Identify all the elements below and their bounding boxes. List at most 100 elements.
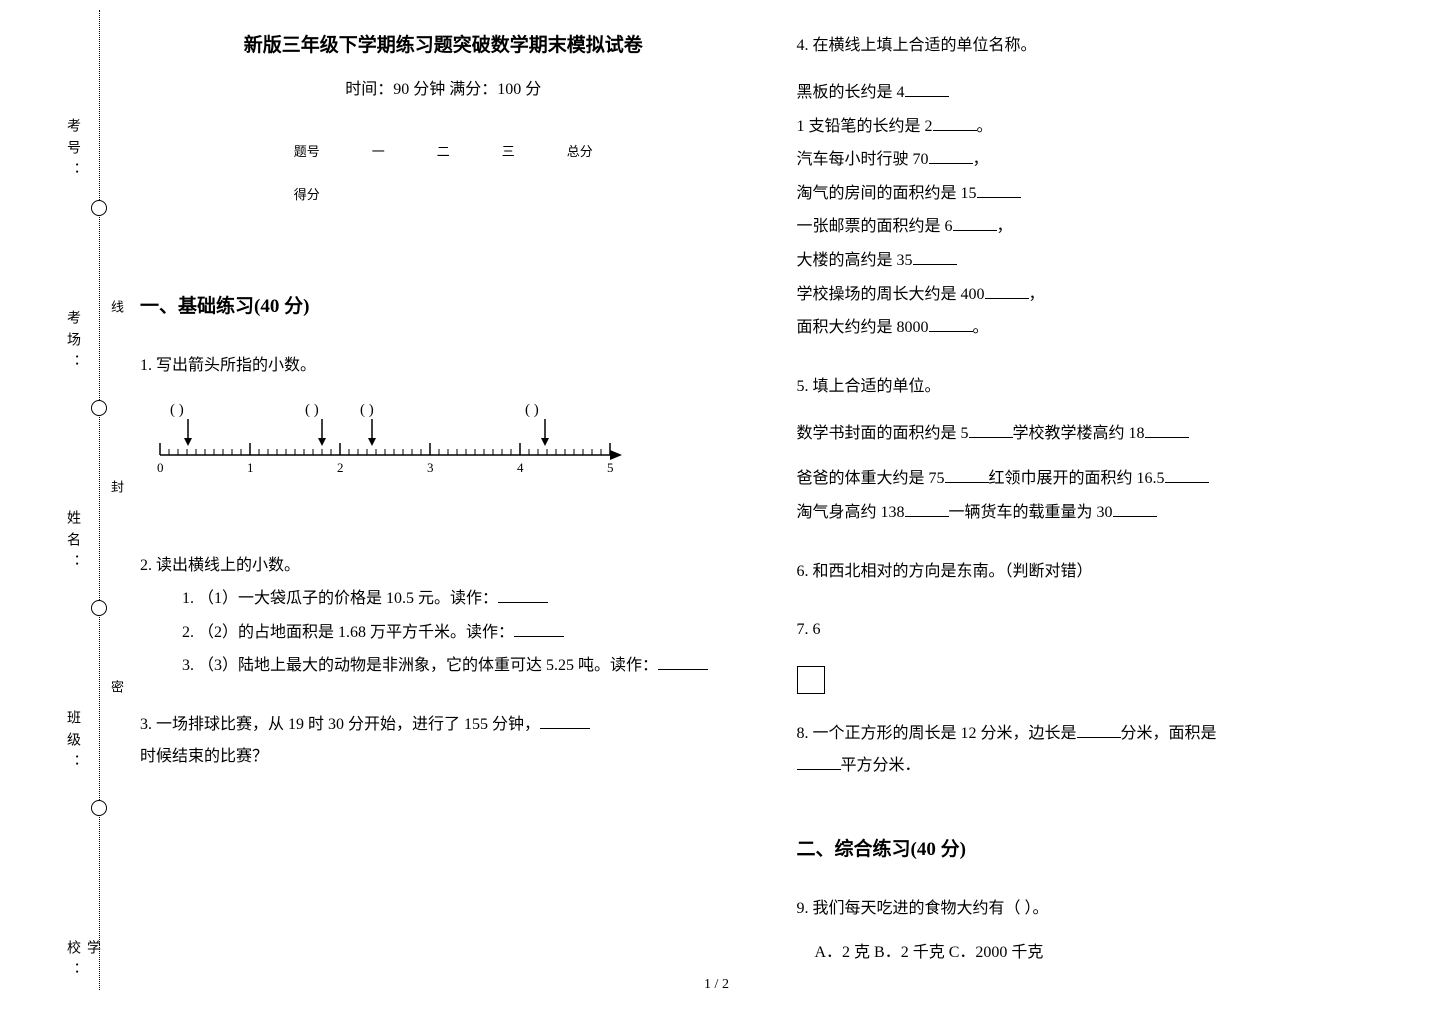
score-label: 得分	[268, 172, 346, 215]
fill-line-item: 1 支铅笔的长约是 2 。	[797, 110, 1404, 144]
question-number: 9.	[797, 900, 809, 917]
fill-blank	[658, 652, 708, 670]
line-text: 大楼的高约是 35	[797, 252, 913, 269]
score-header: 二	[411, 129, 476, 172]
question-text: 和西北相对的方向是东南。（判断对错）	[813, 563, 1093, 580]
fill-blank	[945, 465, 989, 483]
fill-blank	[1165, 465, 1209, 483]
score-cell	[541, 172, 619, 215]
item-text: （1）一大袋瓜子的价格是 10.5 元。读作：	[198, 590, 498, 607]
question-4: 4. 在横线上填上合适的单位名称。 黑板的长约是 4 1 支铅笔的长约是 2。 …	[797, 30, 1404, 345]
suffix: ，	[973, 151, 989, 168]
fill-blank	[969, 420, 1013, 438]
item-text: （2）的占地面积是 1.68 万平方千米。读作：	[198, 624, 514, 641]
tick-label: 1	[247, 460, 254, 475]
question-text: 在横线上填上合适的单位名称。	[813, 37, 1037, 54]
fill-blank	[905, 499, 949, 517]
tick-label: 5	[607, 460, 614, 475]
sub-list: 1. （1）一大袋瓜子的价格是 10.5 元。读作： 2. （2）的占地面积是 …	[140, 582, 747, 683]
question-text: 6	[813, 621, 821, 638]
number-line-diagram: ( ) ( ) ( ) ( )	[150, 400, 747, 488]
fill-blank	[540, 711, 590, 729]
binding-circle	[91, 200, 107, 216]
fill-blank	[1113, 499, 1157, 517]
seal-char: 封	[107, 480, 126, 507]
fill-blank	[933, 113, 977, 131]
question-number: 3.	[140, 716, 152, 733]
tick-label: 3	[427, 460, 434, 475]
question-number: 2.	[140, 557, 152, 574]
score-table: 题号 一 二 三 总分 得分	[268, 129, 619, 215]
item-text: （3）陆地上最大的动物是非洲象，它的体重可达 5.25 吨。读作：	[198, 657, 658, 674]
fill-line-item: 学校操场的周长大约是 400，	[797, 278, 1404, 312]
arrowhead	[184, 438, 192, 446]
fill-blank	[953, 213, 997, 231]
question-text: 填上合适的单位。	[813, 378, 941, 395]
question-number: 8.	[797, 725, 809, 742]
question-number: 5.	[797, 378, 809, 395]
fill-line-item: 汽车每小时行驶 70 ，	[797, 143, 1404, 177]
content-area: 新版三年级下学期练习题突破数学期末模拟试卷 时间：90 分钟 满分：100 分 …	[140, 30, 1403, 995]
fill-blank	[1145, 420, 1189, 438]
question-5: 5. 填上合适的单位。 数学书封面的面积约是 5学校教学楼高约 18 爸爸的体重…	[797, 371, 1404, 530]
paren: ( )	[170, 402, 184, 418]
question-text: 平方分米．	[841, 757, 921, 774]
score-header: 题号	[268, 129, 346, 172]
suffix: 。	[977, 118, 993, 135]
fill-blank	[913, 247, 957, 265]
question-9: 9. 我们每天吃进的食物大约有（ ）。 A．2 克 B．2 千克 C．2000 …	[797, 893, 1404, 969]
fill-blank	[929, 146, 973, 164]
fill-line-item: 面积大约约是 8000 。	[797, 311, 1404, 345]
tick-label: 2	[337, 460, 344, 475]
pair-text: 一辆货车的载重量为 30	[949, 504, 1113, 521]
section-2-heading: 二、综合练习(40 分)	[797, 834, 1404, 861]
section-1-heading: 一、基础练习(40 分)	[140, 291, 747, 318]
question-text: 一场排球比赛，从 19 时 30 分开始，进行了 155 分钟，	[156, 716, 540, 733]
pair-text: 红领巾展开的面积约 16.5	[989, 470, 1165, 487]
right-column: 4. 在横线上填上合适的单位名称。 黑板的长约是 4 1 支铅笔的长约是 2。 …	[797, 30, 1404, 995]
exam-title: 新版三年级下学期练习题突破数学期末模拟试卷	[140, 30, 747, 57]
score-cell	[346, 172, 411, 215]
binding-label-name: 姓名：	[62, 510, 82, 576]
arrowhead	[368, 438, 376, 446]
line-text: 汽车每小时行驶 70	[797, 151, 929, 168]
seal-char: 密	[107, 680, 126, 707]
question-text: 一个正方形的周长是 12 分米，边长是	[813, 725, 1077, 742]
question-number: 1.	[140, 357, 152, 374]
tick-label: 4	[517, 460, 524, 475]
answer-box	[797, 666, 825, 694]
line-text: 1 支铅笔的长约是 2	[797, 118, 933, 135]
left-column: 新版三年级下学期练习题突破数学期末模拟试卷 时间：90 分钟 满分：100 分 …	[140, 30, 747, 995]
fill-blank	[498, 585, 548, 603]
score-header: 一	[346, 129, 411, 172]
fill-blank	[797, 752, 841, 770]
binding-label-school: 学校：	[62, 940, 102, 990]
binding-circle	[91, 600, 107, 616]
fill-pairs: 数学书封面的面积约是 5学校教学楼高约 18 爸爸的体重大约是 75红领巾展开的…	[797, 417, 1404, 530]
suffix: ，	[1029, 286, 1045, 303]
fill-blank	[1077, 720, 1121, 738]
line-text: 面积大约约是 8000	[797, 319, 929, 336]
question-3: 3. 一场排球比赛，从 19 时 30 分开始，进行了 155 分钟， 时候结束…	[140, 709, 747, 773]
item-num: 1.	[182, 590, 194, 607]
line-text: 一张邮票的面积约是 6	[797, 218, 953, 235]
question-7: 7. 6	[797, 614, 1404, 646]
suffix: 。	[973, 319, 989, 336]
question-text: 分米，面积是	[1121, 725, 1217, 742]
dotted-line	[99, 10, 100, 990]
seal-char: 线	[107, 300, 126, 327]
table-row: 得分	[268, 172, 619, 215]
binding-circle	[91, 800, 107, 816]
question-text: 我们每天吃进的食物大约有（ ）。	[813, 900, 1049, 917]
item-num: 2.	[182, 624, 194, 641]
question-text: 写出箭头所指的小数。	[156, 357, 316, 374]
pair-text: 爸爸的体重大约是 75	[797, 470, 945, 487]
list-item: 3. （3）陆地上最大的动物是非洲象，它的体重可达 5.25 吨。读作：	[182, 649, 747, 683]
question-1: 1. 写出箭头所指的小数。 ( ) ( ) ( ) ( )	[140, 350, 747, 524]
line-text: 淘气的房间的面积约是 15	[797, 185, 977, 202]
paren: ( )	[305, 402, 319, 418]
fill-line-item: 大楼的高约是 35	[797, 244, 1404, 278]
suffix: ，	[997, 218, 1013, 235]
binding-label-class: 班级：	[62, 710, 82, 776]
fill-line-item: 淘气的房间的面积约是 15	[797, 177, 1404, 211]
